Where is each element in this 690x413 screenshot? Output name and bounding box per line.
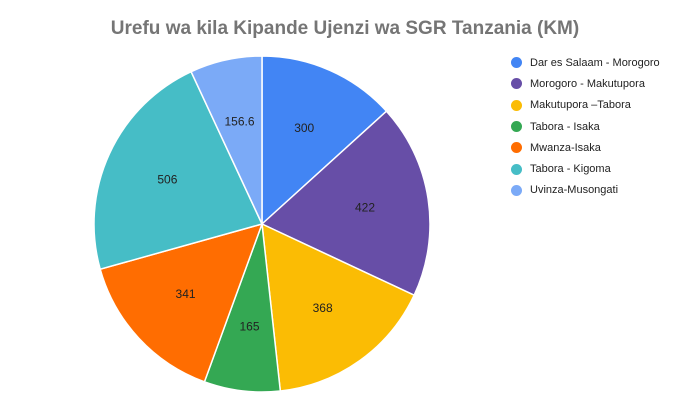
pie-slice-7 <box>190 55 263 225</box>
pie-slice-3 <box>261 222 416 392</box>
legend-label: Tabora - Isaka <box>530 120 600 133</box>
legend-label: Uvinza-Musongati <box>530 184 619 197</box>
legend-swatch-icon <box>511 99 522 111</box>
legend-item: Tabora - Kigoma <box>511 158 686 179</box>
legend-swatch-icon <box>511 184 522 196</box>
legend-swatch-icon <box>511 163 522 175</box>
legend-label: Morogoro - Makutupora <box>530 77 645 90</box>
legend-label: Makutupora –Tabora <box>530 99 631 112</box>
legend-item: Makutupora –Tabora <box>511 95 686 116</box>
legend-item: Morogoro - Makutupora <box>511 73 686 94</box>
slice-value-label: 368 <box>313 301 333 315</box>
legend-label: Tabora - Kigoma <box>530 163 611 176</box>
legend-swatch-icon <box>511 78 522 90</box>
pie-slice-2 <box>260 110 431 297</box>
slice-value-label: 506 <box>157 173 177 187</box>
legend-item: Tabora - Isaka <box>511 116 686 137</box>
pie-slice-6 <box>93 70 264 271</box>
legend-label: Dar es Salaam - Morogoro <box>530 56 660 69</box>
legend-swatch-icon <box>511 121 522 133</box>
legend: Dar es Salaam - Morogoro Morogoro - Makut… <box>511 52 686 201</box>
legend-item: Uvinza-Musongati <box>511 180 686 201</box>
slice-value-label: 165 <box>239 320 259 334</box>
legend-swatch-icon <box>511 57 522 69</box>
legend-label: Mwanza-Isaka <box>530 141 601 154</box>
pie-slice-1 <box>261 55 388 226</box>
chart-title: Urefu wa kila Kipande Ujenzi wa SGR Tanz… <box>110 18 580 39</box>
legend-item: Mwanza-Isaka <box>511 137 686 158</box>
slice-value-label: 422 <box>355 201 375 215</box>
pie-slice-5 <box>99 222 264 383</box>
legend-swatch-icon <box>511 142 522 154</box>
slice-value-label: 156.6 <box>224 114 254 128</box>
slice-value-label: 341 <box>176 287 196 301</box>
legend-item: Dar es Salaam - Morogoro <box>511 52 686 73</box>
slice-value-label: 300 <box>294 121 314 135</box>
